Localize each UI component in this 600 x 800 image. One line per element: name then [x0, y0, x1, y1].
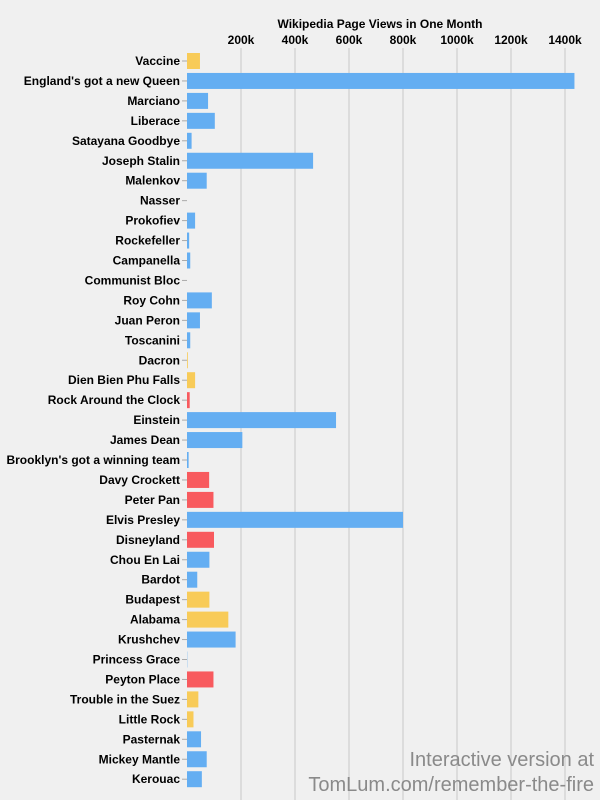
category-label: Davy Crockett	[99, 473, 180, 487]
category-label: Chou En Lai	[110, 553, 180, 567]
bar[interactable]	[187, 132, 192, 149]
category-label: Dien Bien Phu Falls	[68, 373, 180, 387]
category-label: Joseph Stalin	[102, 154, 180, 168]
category-label: Rock Around the Clock	[48, 393, 181, 407]
category-label: Toscanini	[125, 333, 180, 347]
category-label: Alabama	[130, 613, 180, 627]
category-label: Vaccine	[135, 54, 180, 68]
bar[interactable]	[187, 372, 196, 389]
category-label: Einstein	[133, 413, 180, 427]
category-label: Nasser	[140, 194, 180, 208]
category-label: Peter Pan	[125, 493, 180, 507]
bar[interactable]	[187, 631, 236, 648]
bar[interactable]	[187, 392, 190, 409]
bar[interactable]	[187, 412, 337, 429]
grid-layer	[240, 48, 566, 800]
category-label: Trouble in the Suez	[70, 692, 180, 706]
bar[interactable]	[187, 591, 210, 608]
bar[interactable]	[187, 92, 209, 109]
category-label: Brooklyn's got a winning team	[6, 453, 180, 467]
bar[interactable]	[187, 511, 403, 528]
bar[interactable]	[187, 72, 575, 89]
bar[interactable]	[187, 352, 188, 369]
footer-link[interactable]: TomLum.com/remember-the-fire	[308, 774, 594, 796]
footer-line-1: Interactive version at	[409, 749, 594, 771]
x-tick-label: 200k	[228, 33, 255, 47]
category-label: Communist Bloc	[85, 273, 181, 287]
bar[interactable]	[187, 751, 207, 768]
bar[interactable]	[187, 771, 202, 788]
footer-credit: Interactive version at TomLum.com/rememb…	[308, 748, 594, 798]
bar[interactable]	[187, 731, 202, 748]
category-label: Princess Grace	[93, 653, 181, 667]
category-label: Elvis Presley	[106, 513, 180, 527]
category-label: Rockefeller	[115, 234, 180, 248]
x-tick-label: 600k	[336, 33, 363, 47]
category-label: Peyton Place	[105, 672, 180, 686]
category-label: Marciano	[127, 94, 180, 108]
bar[interactable]	[187, 112, 215, 129]
category-label: Prokofiev	[125, 214, 180, 228]
bar[interactable]	[187, 212, 196, 229]
bar[interactable]	[187, 53, 200, 69]
category-label: Krushchev	[118, 633, 180, 647]
bar[interactable]	[187, 671, 214, 688]
bar[interactable]	[187, 332, 191, 349]
bar[interactable]	[187, 491, 214, 508]
category-label: Kerouac	[132, 772, 180, 786]
bar[interactable]	[187, 691, 199, 708]
bars	[187, 53, 575, 788]
bar[interactable]	[187, 172, 207, 189]
category-label: Little Rock	[119, 712, 181, 726]
category-label: Campanella	[113, 254, 181, 268]
category-label: Roy Cohn	[123, 293, 180, 307]
category-label: England's got a new Queen	[24, 74, 180, 88]
category-label: Dacron	[139, 353, 180, 367]
category-labels: Vaccine England's got a new Queen Marciano…	[6, 54, 187, 786]
x-tick-label: 1400k	[548, 33, 582, 47]
category-label: Disneyland	[116, 533, 180, 547]
bar[interactable]	[187, 711, 194, 728]
bar[interactable]	[187, 571, 198, 588]
category-label: James Dean	[110, 433, 180, 447]
bar[interactable]	[187, 432, 243, 449]
x-tick-label: 1200k	[494, 33, 528, 47]
category-label: Bardot	[141, 573, 180, 587]
category-label: Juan Peron	[115, 313, 180, 327]
x-tick-label: 800k	[390, 33, 417, 47]
bar[interactable]	[187, 252, 191, 269]
bar[interactable]	[187, 452, 189, 468]
category-label: Satayana Goodbye	[72, 134, 180, 148]
bar[interactable]	[187, 611, 229, 628]
x-tick-label: 1000k	[440, 33, 474, 47]
category-label: Budapest	[125, 593, 180, 607]
chart-title: Wikipedia Page Views in One Month	[277, 17, 482, 31]
bar[interactable]	[187, 292, 212, 309]
x-axis-ticks: 200k 400k 600k 800k 1000k 1200k 1400k	[228, 33, 582, 47]
bar[interactable]	[187, 312, 200, 329]
bar[interactable]	[187, 551, 210, 568]
bar[interactable]	[187, 232, 190, 249]
category-label: Malenkov	[125, 174, 180, 188]
bar[interactable]	[187, 531, 214, 548]
category-label: Pasternak	[123, 732, 181, 746]
x-tick-label: 400k	[282, 33, 309, 47]
bar[interactable]	[187, 152, 314, 169]
bar[interactable]	[187, 471, 210, 488]
category-label: Liberace	[131, 114, 181, 128]
category-label: Mickey Mantle	[99, 752, 181, 766]
